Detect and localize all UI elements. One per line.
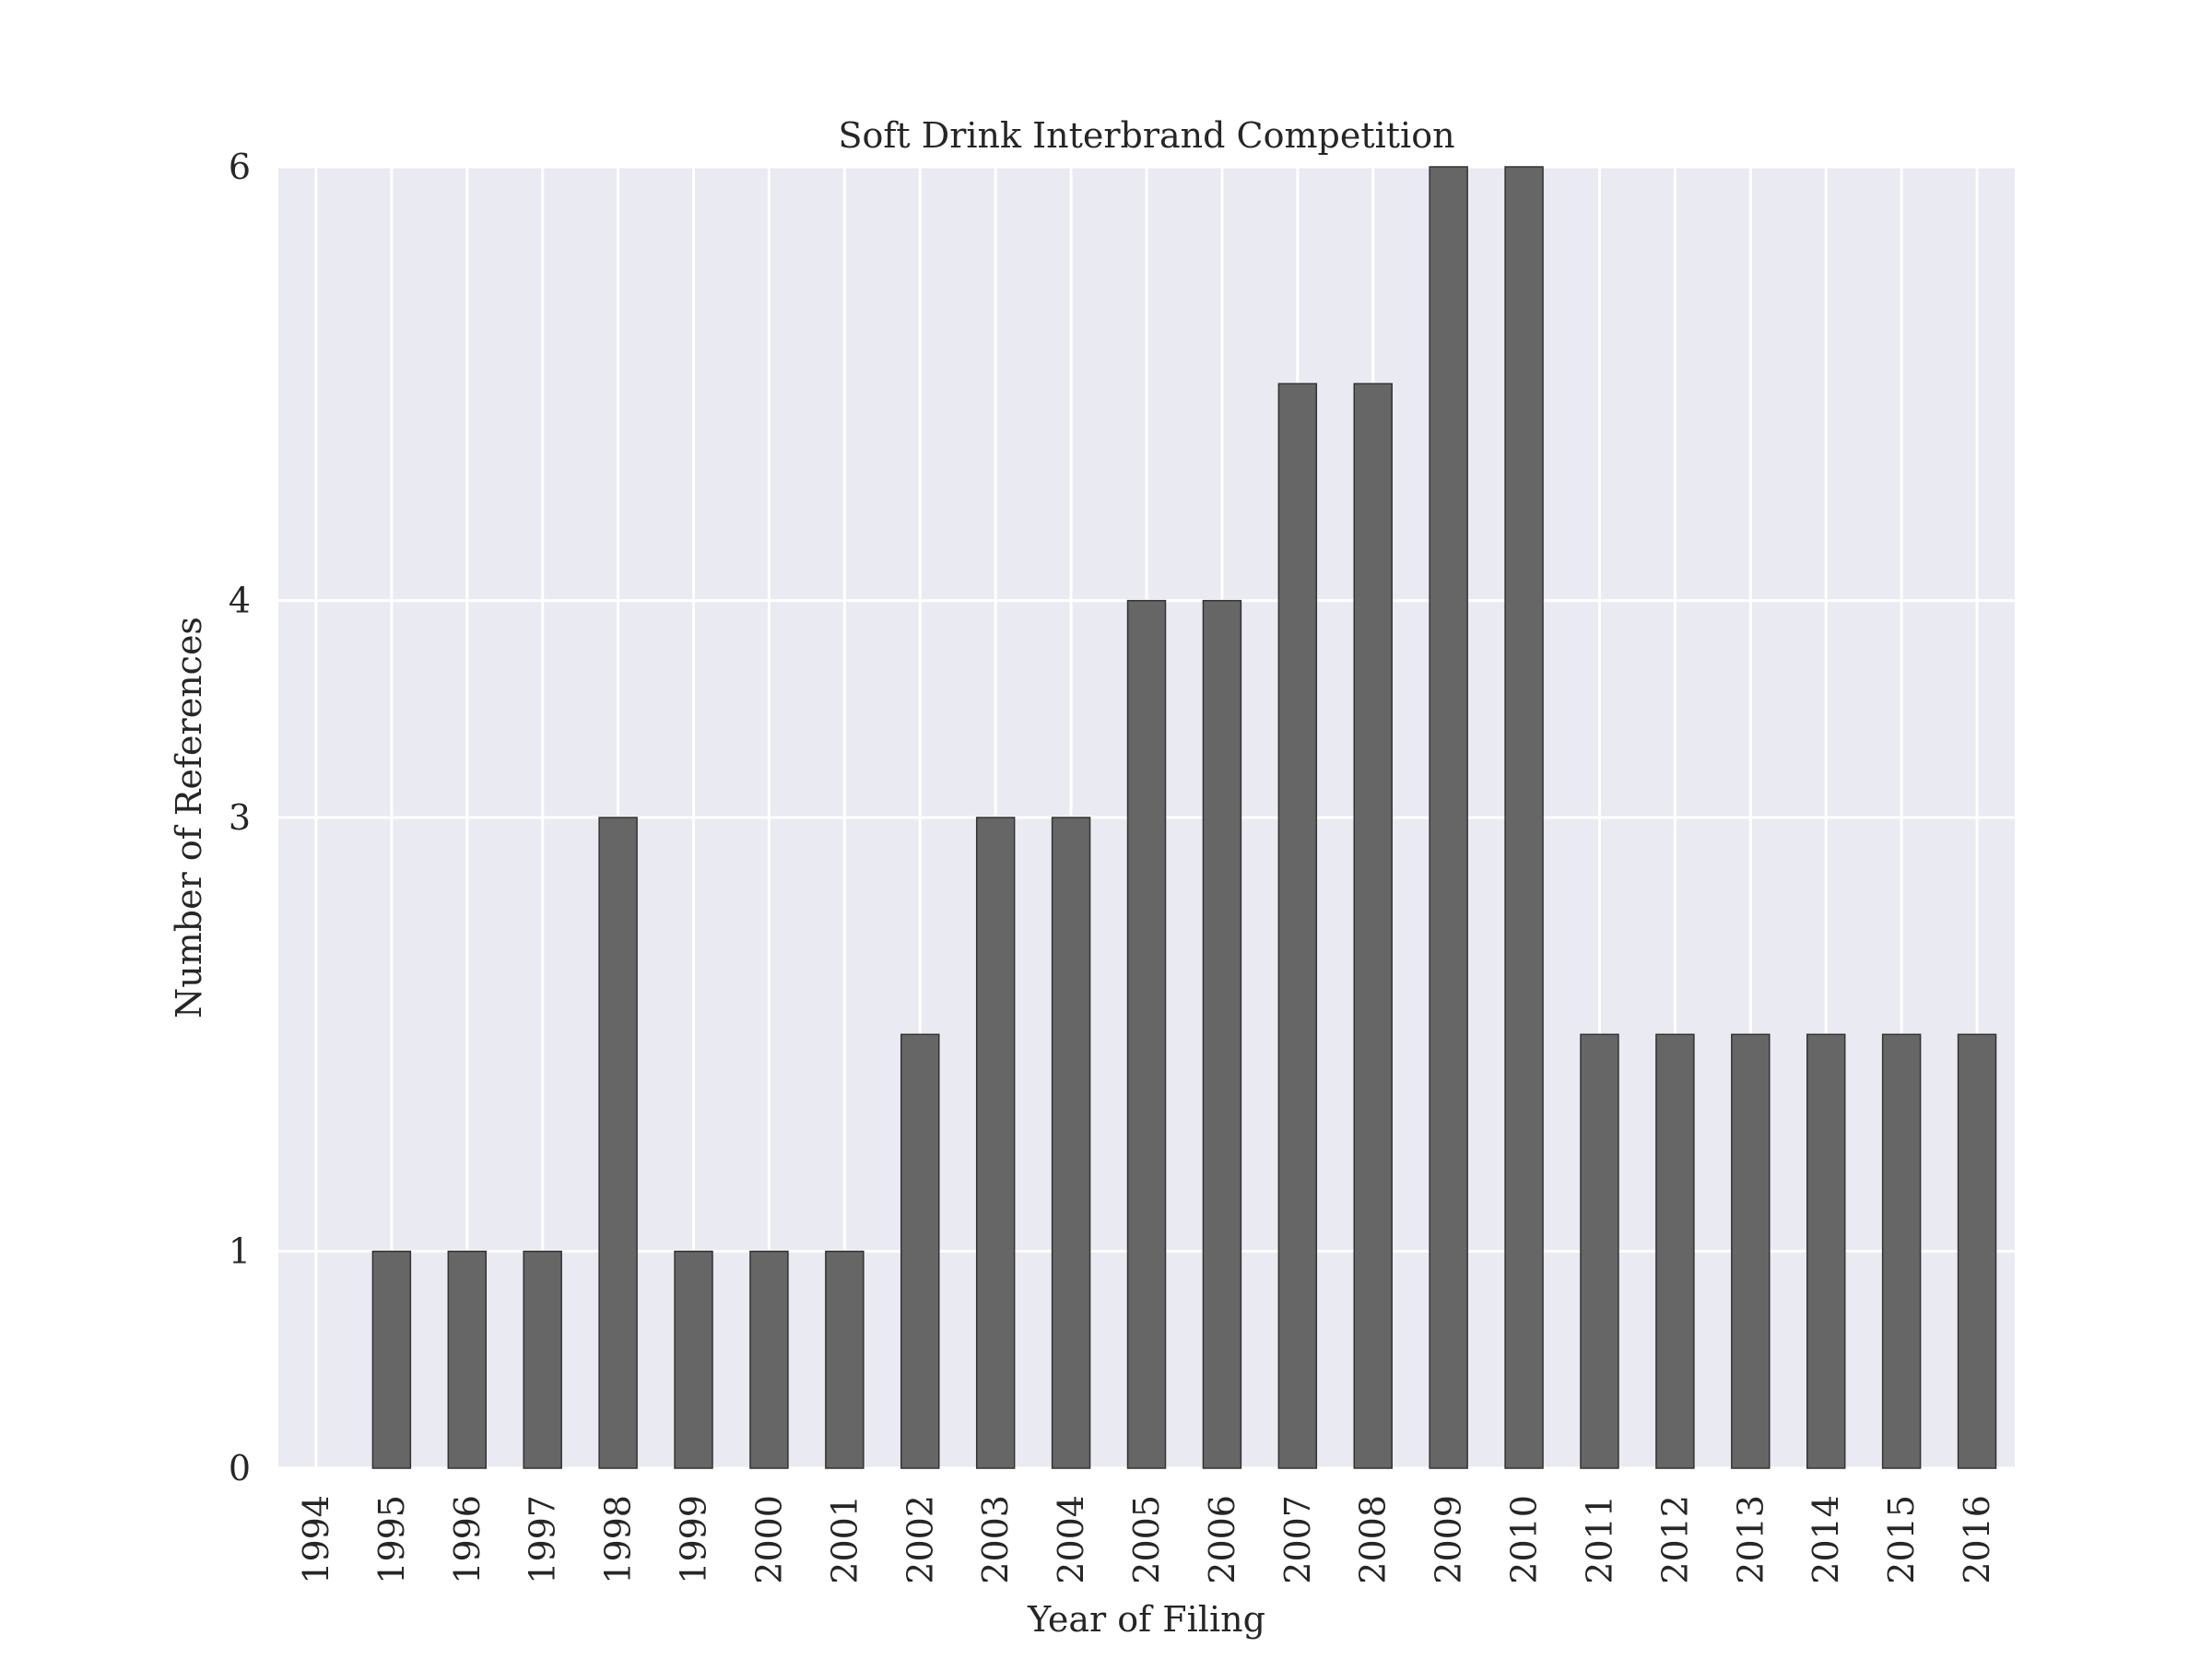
x-tick-label: 2004 [1051, 1495, 1091, 1584]
x-tick-label: 1994 [296, 1495, 336, 1584]
bar-2010 [1504, 166, 1544, 1469]
bar-2012 [1655, 1033, 1695, 1469]
x-tick-label: 2007 [1277, 1495, 1318, 1584]
bar-2007 [1277, 382, 1318, 1469]
bar-2011 [1580, 1033, 1619, 1469]
bar-2008 [1353, 382, 1393, 1469]
x-tick-label: 1997 [523, 1495, 563, 1584]
chart-title: Soft Drink Interbrand Competition [838, 115, 1454, 156]
bar-2014 [1806, 1033, 1846, 1469]
x-tick-label: 2012 [1654, 1495, 1695, 1584]
y-tick-label: 3 [229, 797, 251, 838]
bar-1998 [598, 817, 638, 1469]
x-axis-label: Year of Filing [1027, 1599, 1265, 1640]
bar-1996 [447, 1250, 488, 1469]
y-axis-ticks: 0 1 3 4 6 [229, 147, 251, 1488]
x-tick-label: 2016 [1957, 1495, 1997, 1584]
x-tick-label: 2006 [1202, 1495, 1242, 1584]
bar-2009 [1429, 166, 1468, 1469]
x-tick-label: 2013 [1730, 1495, 1771, 1584]
bar-1997 [523, 1250, 562, 1469]
bar-2004 [1051, 817, 1091, 1469]
x-axis-ticks: 1994 1995 1996 1997 1998 1999 2000 2001 2002 2003… [296, 1495, 1997, 1584]
x-tick-label: 2009 [1429, 1495, 1469, 1584]
x-tick-label: 2010 [1504, 1495, 1545, 1584]
x-tick-label: 1996 [447, 1495, 488, 1584]
x-tick-label: 2015 [1881, 1495, 1922, 1584]
bar-2002 [900, 1033, 940, 1469]
bar-2005 [1126, 599, 1167, 1469]
x-tick-label: 2008 [1353, 1495, 1394, 1584]
bar-2016 [1957, 1033, 1997, 1469]
x-tick-label: 1995 [371, 1495, 412, 1584]
bar-1999 [674, 1250, 713, 1469]
bars [371, 166, 1997, 1469]
y-tick-label: 6 [229, 147, 251, 187]
y-tick-label: 0 [229, 1448, 251, 1488]
x-tick-label: 2011 [1579, 1495, 1619, 1584]
bar-2000 [749, 1250, 789, 1469]
y-tick-label: 1 [229, 1231, 251, 1272]
y-tick-label: 4 [229, 581, 251, 621]
bar-1995 [371, 1250, 412, 1469]
bar-2006 [1202, 599, 1242, 1469]
x-tick-label: 1999 [674, 1495, 714, 1584]
y-axis-label: Number of References [169, 617, 209, 1018]
bar-2003 [975, 817, 1016, 1469]
x-tick-label: 2014 [1806, 1495, 1846, 1584]
bar-2001 [825, 1250, 865, 1469]
bar-2015 [1881, 1033, 1922, 1469]
x-tick-label: 1998 [598, 1495, 639, 1584]
x-tick-label: 2003 [975, 1495, 1016, 1584]
x-tick-label: 2000 [748, 1495, 789, 1584]
x-tick-label: 2005 [1126, 1495, 1167, 1584]
x-tick-label: 2002 [900, 1495, 940, 1584]
bar-2013 [1731, 1033, 1771, 1469]
x-tick-label: 2001 [824, 1495, 865, 1584]
